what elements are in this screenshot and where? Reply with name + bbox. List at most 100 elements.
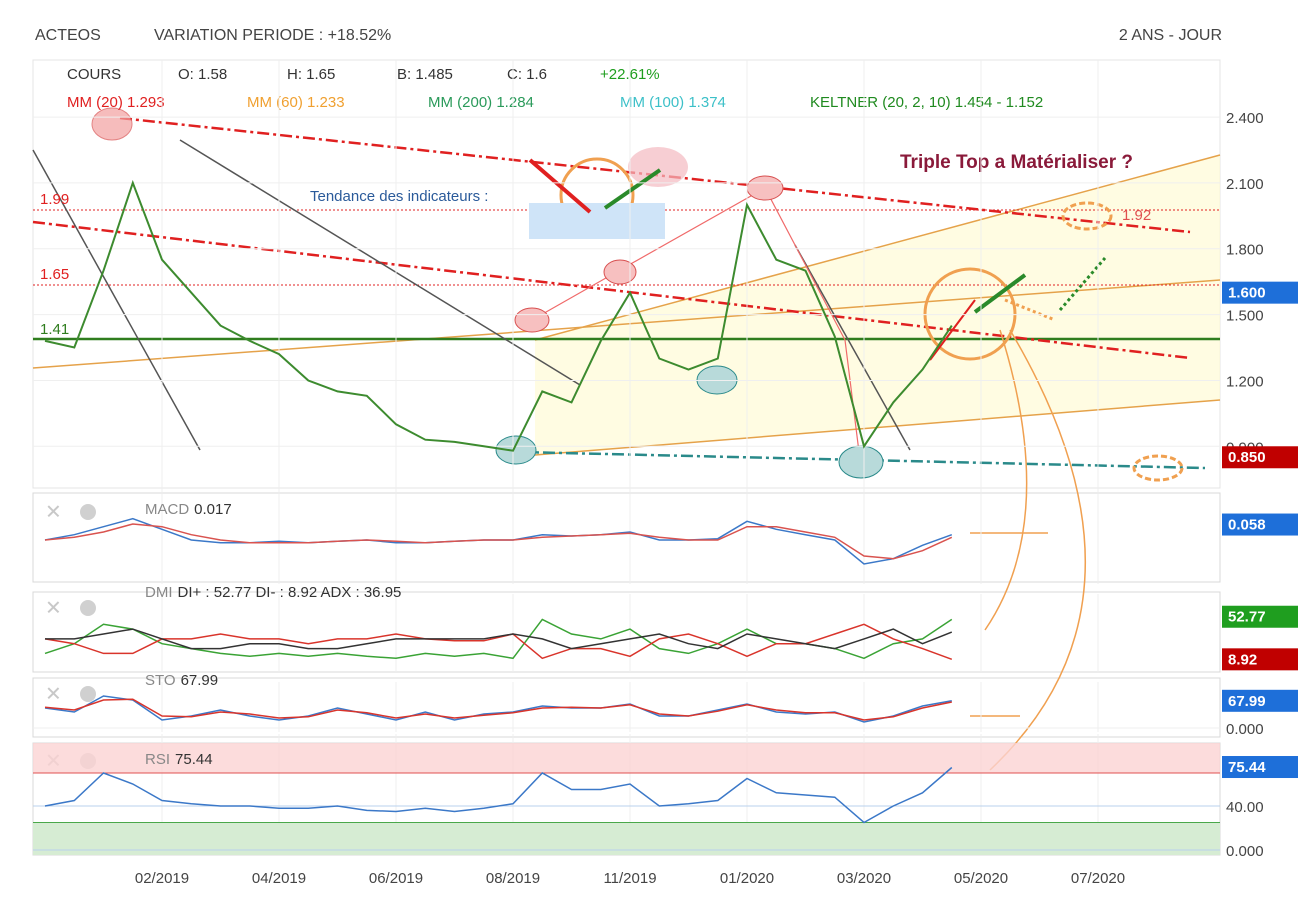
x-tick-label: 03/2020 bbox=[837, 870, 891, 887]
panel-reading: 0.017 bbox=[194, 501, 232, 518]
marker bbox=[1061, 201, 1113, 231]
legend-item: COURS bbox=[67, 66, 121, 83]
marker bbox=[746, 175, 784, 201]
level-label: 1.92 bbox=[1122, 207, 1151, 224]
x-tick-label: 02/2019 bbox=[135, 870, 189, 887]
panel-reading: 75.44 bbox=[175, 751, 213, 768]
value-box bbox=[1222, 281, 1298, 304]
overbought-band bbox=[33, 743, 1220, 773]
trend-line bbox=[32, 149, 201, 451]
level-label: 1.65 bbox=[40, 266, 69, 283]
arrow bbox=[929, 299, 976, 361]
close-icon[interactable]: ✕ bbox=[45, 683, 62, 705]
value-box-label: 0.850 bbox=[1228, 449, 1266, 466]
level-label: 1.99 bbox=[40, 191, 69, 208]
y-tick-label: 1.500 bbox=[1226, 308, 1264, 325]
legend-item: MM (200) 1.284 bbox=[428, 94, 534, 111]
value-box-label: 52.77 bbox=[1228, 609, 1266, 626]
value-box-label: 75.44 bbox=[1228, 759, 1266, 776]
legend: COURS O: 1.58 H: 1.65 B: 1.485 C: 1.6 +2… bbox=[67, 66, 1043, 111]
marker bbox=[91, 107, 133, 141]
x-tick-label: 11/2019 bbox=[603, 870, 656, 887]
series-line bbox=[44, 179, 953, 452]
marker bbox=[514, 307, 550, 333]
trend-line bbox=[179, 139, 581, 386]
value-box-label: 8.92 bbox=[1228, 651, 1257, 668]
series-line bbox=[44, 623, 953, 661]
support-dash bbox=[519, 450, 1206, 470]
variation: VARIATION PERIODE : +18.52% bbox=[154, 27, 391, 44]
legend-item: H: 1.65 bbox=[287, 66, 335, 83]
y-tick-label: 2.100 bbox=[1226, 176, 1264, 193]
level-label: 1.41 bbox=[40, 321, 69, 338]
x-tick-label: 08/2019 bbox=[486, 870, 540, 887]
x-tick-label: 06/2019 bbox=[369, 870, 423, 887]
marker bbox=[603, 259, 637, 285]
symbol: ACTEOS bbox=[35, 27, 101, 44]
connector bbox=[989, 329, 1087, 771]
value-box bbox=[1222, 648, 1298, 671]
y-tick-label: 1.200 bbox=[1226, 373, 1264, 390]
legend-item: B: 1.485 bbox=[397, 66, 453, 83]
arrow bbox=[1004, 298, 1056, 322]
value-box bbox=[1222, 513, 1298, 536]
series-line bbox=[44, 517, 953, 565]
legend-item: MM (100) 1.374 bbox=[620, 94, 726, 111]
trend-drawings bbox=[32, 107, 1221, 771]
y-tick-label: 40.00 bbox=[1226, 799, 1264, 816]
series-line bbox=[44, 698, 952, 721]
value-box bbox=[1222, 756, 1298, 779]
macd-panel bbox=[32, 492, 1221, 583]
marker bbox=[1132, 454, 1184, 482]
legend-item: C: 1.6 bbox=[507, 66, 547, 83]
arrow bbox=[973, 273, 1027, 314]
panel-title: DMI bbox=[145, 584, 173, 601]
annotation: Triple Top a Matérialiser ? bbox=[900, 152, 1133, 173]
x-tick-label: 07/2020 bbox=[1071, 870, 1125, 887]
indicator-box bbox=[529, 203, 665, 239]
settings-icon[interactable] bbox=[80, 600, 96, 616]
annotation: Tendance des indicateurs : bbox=[310, 188, 488, 205]
arrow bbox=[528, 158, 592, 214]
close-icon[interactable]: ✕ bbox=[45, 501, 62, 523]
period: 2 ANS - JOUR bbox=[1119, 27, 1222, 44]
legend-item: O: 1.58 bbox=[178, 66, 227, 83]
value-box bbox=[1222, 446, 1298, 469]
panel-title: RSI bbox=[145, 751, 170, 768]
x-tick-label: 04/2019 bbox=[252, 870, 306, 887]
marker bbox=[628, 147, 688, 187]
settings-icon[interactable] bbox=[80, 504, 96, 520]
value-box-label: 1.600 bbox=[1228, 285, 1266, 302]
legend-item: MM (20) 1.293 bbox=[67, 94, 165, 111]
value-box-label: 67.99 bbox=[1228, 693, 1266, 710]
series-line bbox=[45, 628, 953, 650]
x-tick-label: 05/2020 bbox=[954, 870, 1008, 887]
value-box bbox=[1222, 689, 1298, 712]
value-box bbox=[1222, 605, 1298, 628]
marker bbox=[923, 267, 1017, 361]
panel-title: MACD bbox=[145, 501, 189, 518]
channel-line bbox=[534, 154, 1221, 341]
series-line bbox=[44, 695, 952, 723]
sto-panel bbox=[32, 677, 1221, 738]
close-icon[interactable]: ✕ bbox=[45, 597, 62, 619]
resistance-line bbox=[32, 220, 1191, 360]
panel-reading: 67.99 bbox=[181, 672, 219, 689]
dmi-panel bbox=[32, 591, 1221, 673]
connector bbox=[984, 329, 1028, 631]
value-box-label: 0.058 bbox=[1228, 517, 1266, 534]
trend-line bbox=[794, 244, 911, 451]
settings-icon[interactable] bbox=[80, 686, 96, 702]
marker bbox=[838, 445, 884, 479]
y-tick-label: 1.800 bbox=[1226, 242, 1264, 259]
legend-item: MM (60) 1.233 bbox=[247, 94, 345, 111]
channel-line bbox=[32, 279, 1221, 369]
panel-title: STO bbox=[145, 672, 176, 689]
y-tick-label: 0.000 bbox=[1226, 843, 1264, 860]
arrow bbox=[603, 168, 662, 210]
marker bbox=[495, 435, 537, 465]
legend-item: KELTNER (20, 2, 10) 1.454 - 1.152 bbox=[810, 94, 1043, 111]
y-tick-label: 2.400 bbox=[1226, 110, 1264, 127]
panel-reading: DI+ : 52.77 DI- : 8.92 ADX : 36.95 bbox=[178, 584, 402, 601]
